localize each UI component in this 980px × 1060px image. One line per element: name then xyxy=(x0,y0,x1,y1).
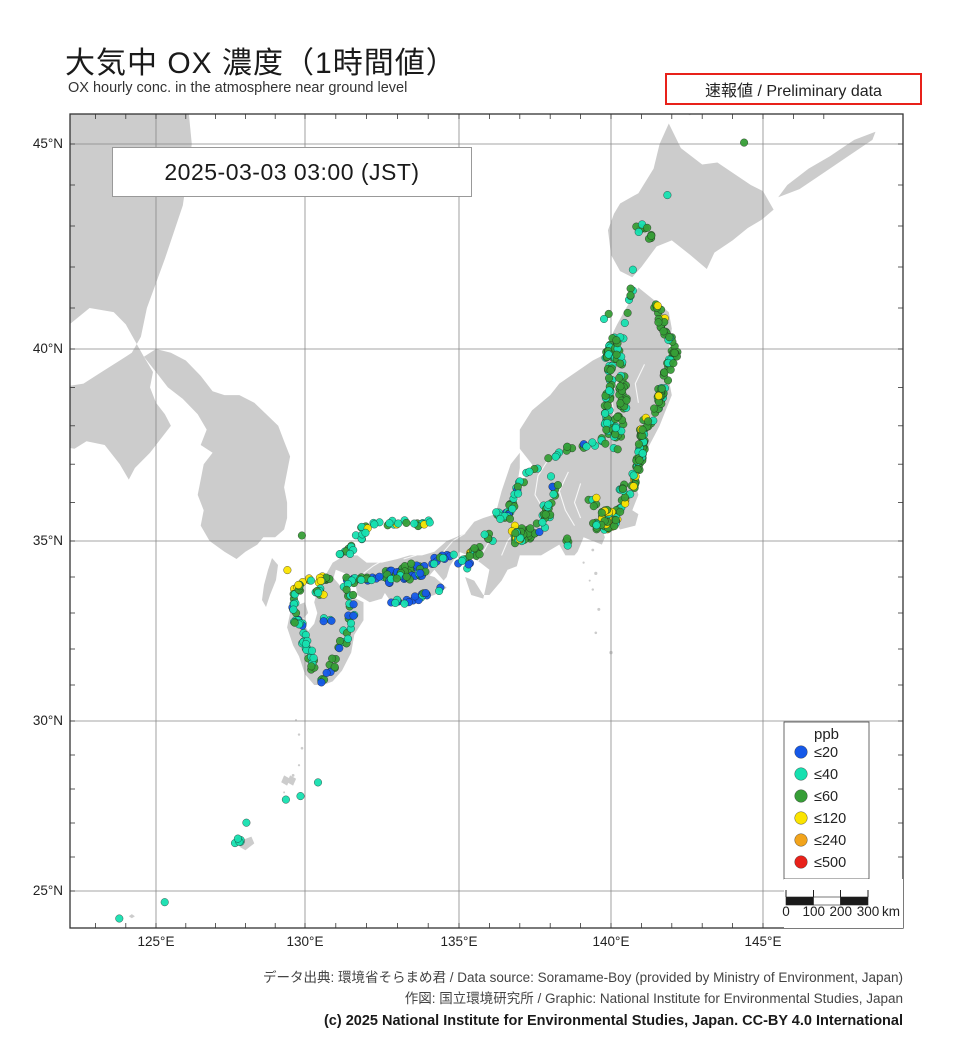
svg-text:140°E: 140°E xyxy=(593,934,630,949)
svg-text:≤40: ≤40 xyxy=(814,767,838,783)
svg-text:km: km xyxy=(882,904,900,919)
svg-text:130°E: 130°E xyxy=(287,934,324,949)
svg-text:≤120: ≤120 xyxy=(814,811,846,827)
svg-text:25°N: 25°N xyxy=(33,883,63,898)
svg-text:100: 100 xyxy=(803,904,826,919)
svg-text:≤240: ≤240 xyxy=(814,833,846,849)
svg-text:135°E: 135°E xyxy=(441,934,478,949)
svg-text:≤500: ≤500 xyxy=(814,855,846,871)
svg-text:45°N: 45°N xyxy=(33,136,63,151)
svg-text:≤20: ≤20 xyxy=(814,745,838,761)
svg-text:35°N: 35°N xyxy=(33,533,63,548)
svg-text:125°E: 125°E xyxy=(138,934,175,949)
svg-text:200: 200 xyxy=(830,904,853,919)
svg-text:≤60: ≤60 xyxy=(814,789,838,805)
svg-text:40°N: 40°N xyxy=(33,341,63,356)
svg-text:300: 300 xyxy=(857,904,880,919)
svg-text:145°E: 145°E xyxy=(745,934,782,949)
svg-text:0: 0 xyxy=(782,904,790,919)
svg-text:ppb: ppb xyxy=(814,726,839,743)
svg-text:30°N: 30°N xyxy=(33,713,63,728)
